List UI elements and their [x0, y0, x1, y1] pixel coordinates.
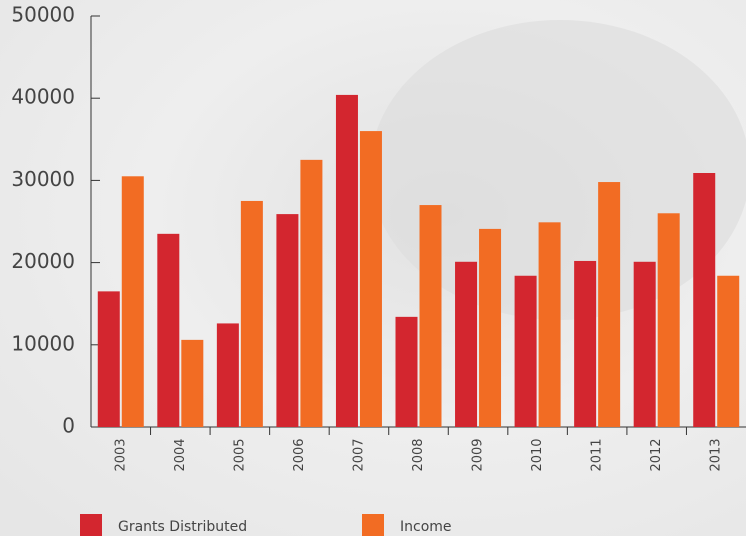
bar — [276, 214, 299, 427]
y-tick-label: 0 — [62, 414, 75, 438]
bar — [657, 213, 680, 427]
x-tick-label: 2009 — [471, 438, 486, 471]
x-tick-label: 2005 — [232, 438, 247, 471]
bar — [574, 260, 597, 427]
bar — [693, 173, 716, 427]
bar — [538, 222, 561, 427]
x-tick-label: 2008 — [411, 438, 426, 471]
bar — [479, 228, 502, 427]
y-tick-label: 50000 — [11, 3, 75, 27]
legend-label: Grants Distributed — [118, 519, 247, 535]
bar — [216, 323, 239, 427]
legend-label: Income — [400, 519, 452, 535]
bar — [121, 176, 144, 427]
bar — [240, 200, 263, 427]
x-tick-label: 2003 — [113, 438, 128, 471]
bar — [181, 339, 204, 427]
bar — [300, 159, 323, 427]
background-shape — [370, 20, 746, 320]
bar — [455, 261, 478, 427]
x-tick-label: 2011 — [590, 438, 605, 471]
bar — [633, 261, 656, 427]
x-tick-label: 2013 — [709, 438, 724, 471]
x-tick-label: 2007 — [351, 438, 366, 471]
bar — [419, 205, 442, 427]
x-tick-label: 2006 — [292, 438, 307, 471]
x-tick-label: 2012 — [649, 438, 664, 471]
legend-swatch — [362, 514, 384, 536]
x-tick-label: 2010 — [530, 438, 545, 471]
bar — [97, 291, 120, 427]
legend-swatch — [80, 514, 102, 536]
bar — [335, 94, 358, 428]
y-tick-label: 30000 — [11, 167, 75, 191]
x-tick-label: 2004 — [173, 438, 188, 471]
bar — [395, 316, 418, 427]
bar — [157, 233, 180, 427]
bar — [598, 182, 621, 427]
y-tick-label: 40000 — [11, 85, 75, 109]
y-tick-label: 20000 — [11, 249, 75, 273]
bar — [359, 131, 382, 427]
bar — [514, 275, 537, 427]
bar — [717, 275, 740, 427]
y-tick-label: 10000 — [11, 331, 75, 355]
